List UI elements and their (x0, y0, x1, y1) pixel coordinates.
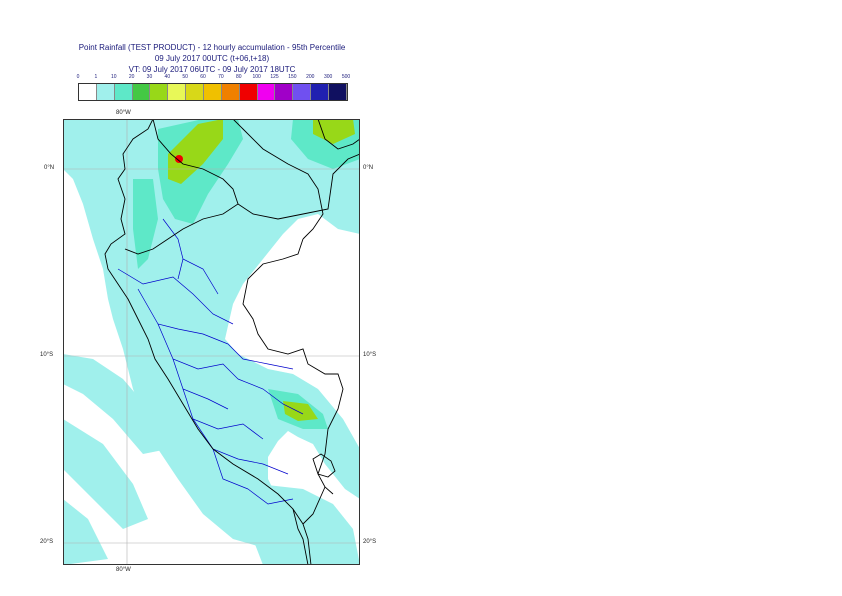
lon-label-80w-bottom: 80°W (116, 567, 131, 573)
rain-peak-cell (175, 155, 183, 163)
coastline (104, 119, 312, 565)
border-amazon-east (317, 119, 360, 150)
lat-label-10s-left: 10°S (40, 352, 54, 358)
map-canvas (63, 119, 360, 565)
legend-swatch (204, 84, 222, 100)
legend-label: 20 (128, 74, 135, 80)
legend-label: 50 (182, 74, 188, 80)
legend-swatch (168, 84, 187, 100)
title-block: Point Rainfall (TEST PRODUCT) - 12 hourl… (0, 42, 424, 75)
legend-swatch (132, 84, 151, 100)
legend-label: 30 (146, 74, 153, 80)
rain-heavy-amazon (313, 119, 355, 144)
title-line-2: 09 July 2017 00UTC (t+06,t+18) (154, 54, 270, 63)
legend-swatch (275, 84, 294, 100)
legend-label: 70 (218, 74, 224, 80)
legend-swatch (311, 84, 330, 100)
title-line-1: Point Rainfall (TEST PRODUCT) - 12 hourl… (78, 43, 346, 52)
color-legend: 0 1 10 20 30 40 50 60 70 80 100 125 150 200 300 500 (76, 74, 351, 101)
rain-area-pacific-3 (63, 499, 108, 565)
lat-label-0n-right: 0°N (363, 165, 374, 171)
legend-label: 200 (306, 74, 315, 80)
border-peru-brazil (242, 238, 344, 495)
border-bolivia (292, 486, 326, 565)
rain-medium-coast (133, 179, 158, 269)
legend-label: 125 (270, 74, 279, 80)
legend-swatch (221, 84, 240, 100)
rainfall-map (63, 119, 360, 565)
legend-swatch (293, 84, 312, 100)
legend-label: 300 (323, 74, 333, 80)
legend-label: 60 (200, 74, 206, 80)
legend-swatches (78, 83, 348, 101)
rain-area-south (253, 484, 360, 565)
legend-swatch (239, 84, 258, 100)
lat-label-0n-left: 0°N (44, 165, 55, 171)
legend-label: 0 (76, 74, 80, 80)
legend-swatch (114, 84, 133, 100)
lake-titicaca (312, 453, 336, 478)
lat-label-20s-left: 20°S (40, 539, 54, 545)
legend-swatch (257, 84, 276, 100)
border-colombia (232, 119, 324, 240)
legend-labels: 0 1 10 20 30 40 50 60 70 80 100 125 150 200 300 500 (76, 74, 351, 83)
national-borders (104, 119, 360, 565)
legend-swatch (329, 84, 347, 100)
map-frame (63, 119, 360, 565)
admin-borders (117, 218, 304, 505)
gridlines (63, 119, 360, 565)
legend-swatch (79, 84, 97, 100)
legend-label: 500 (341, 74, 351, 80)
legend-swatch (96, 84, 115, 100)
title-line-3: VT: 09 July 2017 06UTC - 09 July 2017 18… (128, 65, 296, 74)
rain-heavy-south (283, 401, 318, 421)
legend-label: 100 (252, 74, 261, 80)
legend-swatch (150, 84, 169, 100)
rain-heavy-andes (168, 119, 223, 184)
rainfall-field (63, 119, 360, 565)
lat-label-20s-right: 20°S (363, 539, 377, 545)
legend-label: 80 (236, 74, 242, 80)
border-brazil (237, 153, 360, 220)
legend-label: 150 (288, 74, 297, 80)
legend-label: 40 (164, 74, 171, 80)
legend-label: 1 (94, 74, 98, 80)
lon-label-80w-top: 80°W (116, 110, 131, 116)
legend-label: 10 (110, 74, 117, 80)
lat-label-10s-right: 10°S (363, 352, 377, 358)
legend-swatch (186, 84, 205, 100)
rain-area-pacific-1 (63, 354, 168, 454)
